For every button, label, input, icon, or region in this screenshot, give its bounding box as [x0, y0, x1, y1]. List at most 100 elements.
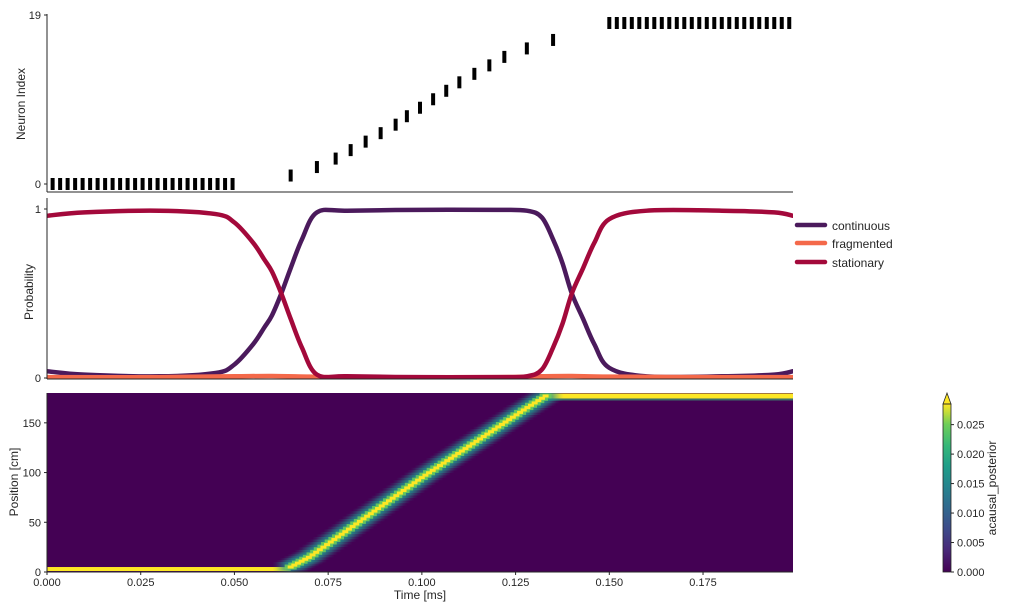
posterior-peak [324, 543, 331, 547]
heatmap-ylabel: Position [cm] [7, 448, 21, 517]
spike [363, 135, 368, 148]
spike [689, 17, 694, 29]
posterior-peak [484, 432, 491, 436]
spike [524, 42, 529, 55]
heatmap-marks [47, 393, 793, 572]
posterior-peak [382, 501, 389, 505]
spike [667, 17, 672, 29]
posterior-peak [466, 444, 473, 448]
probability-panel: 1 0 Probability continuous fragmented st… [22, 198, 893, 385]
raster-ytick-19: 19 [29, 10, 41, 22]
spike [215, 178, 220, 190]
posterior-peak [436, 464, 443, 468]
spike [614, 17, 619, 29]
posterior-peak [498, 422, 505, 426]
spike [185, 178, 190, 190]
spike [178, 178, 183, 190]
posterior-peak [375, 507, 382, 511]
posterior-peak [440, 461, 447, 465]
spike [288, 169, 293, 182]
spike [637, 17, 642, 29]
posterior-peak [451, 454, 458, 458]
raster-ylabel: Neuron Index [14, 68, 28, 140]
spike [118, 178, 123, 190]
spike [704, 17, 709, 29]
spike [779, 17, 784, 29]
posterior-peak [429, 468, 436, 472]
colorbar-tick-label: 0.020 [957, 449, 985, 461]
xtick-label: 0.025 [127, 577, 155, 589]
colorbar-label: acausal_posterior [985, 441, 999, 536]
spike [457, 76, 462, 89]
colorbar-gradient [943, 404, 951, 572]
legend-label-continuous: continuous [832, 219, 890, 233]
raster-spikes [50, 17, 792, 190]
spike [607, 17, 612, 29]
spike [223, 178, 228, 190]
posterior-peak [538, 396, 545, 400]
posterior-peak [389, 496, 396, 500]
spike [682, 17, 687, 29]
spike [348, 144, 353, 157]
posterior-peak [415, 478, 422, 482]
spike [314, 161, 319, 174]
colorbar-extend-arrow [942, 391, 952, 405]
spike [502, 50, 507, 63]
spike [742, 17, 747, 29]
spike [95, 178, 100, 190]
spike [719, 17, 724, 29]
colorbar-tick-label: 0.010 [957, 508, 985, 520]
spike [80, 178, 85, 190]
spike [727, 17, 732, 29]
colorbar: 0.000 0.005 0.010 0.015 0.020 0.025 acausal_p… [942, 391, 999, 579]
posterior-peak [477, 437, 484, 441]
heatmap-x-ticks: 0.000 0.025 0.050 0.075 0.100 0.125 0.150 0.175 [33, 572, 717, 589]
spike [170, 178, 175, 190]
raster-ytick-0: 0 [35, 179, 41, 191]
spike [644, 17, 649, 29]
posterior-peak [327, 540, 334, 544]
spike [148, 178, 153, 190]
colorbar-tick-label: 0.025 [957, 420, 985, 432]
spike [125, 178, 130, 190]
posterior-peak [331, 537, 338, 541]
posterior-peak [458, 449, 465, 453]
spike [697, 17, 702, 29]
spike [652, 17, 657, 29]
posterior-peak [506, 418, 513, 422]
posterior-peak [356, 519, 363, 523]
posterior-peak [404, 486, 411, 490]
spike [73, 178, 78, 190]
spike [230, 178, 235, 190]
posterior-peak [396, 491, 403, 495]
posterior-peak [364, 514, 371, 518]
stationary-band-end [545, 393, 793, 399]
spike [88, 178, 93, 190]
posterior-peak [491, 427, 498, 431]
spike [787, 17, 792, 29]
heatmap-xlabel: Time [ms] [394, 588, 446, 602]
spike [444, 84, 449, 97]
spike [622, 17, 627, 29]
probability-ylabel: Probability [22, 264, 36, 320]
posterior-peak [462, 447, 469, 451]
posterior-peak [302, 557, 309, 561]
posterior-peak [378, 504, 385, 508]
posterior-peak [393, 494, 400, 498]
spike [110, 178, 115, 190]
posterior-peak [524, 406, 531, 410]
posterior-peak [495, 425, 502, 429]
posterior-peak [367, 512, 374, 516]
spike [404, 110, 409, 123]
xtick-label: 0.000 [33, 577, 61, 589]
spike [65, 178, 70, 190]
spike [140, 178, 145, 190]
spike [155, 178, 160, 190]
spike [58, 178, 63, 190]
posterior-peak [360, 517, 367, 521]
legend-label-stationary: stationary [832, 256, 884, 270]
posterior-peak [316, 548, 323, 552]
probability-ytick-1: 1 [35, 204, 41, 216]
posterior-peak [542, 394, 549, 398]
posterior-peak [342, 530, 349, 534]
